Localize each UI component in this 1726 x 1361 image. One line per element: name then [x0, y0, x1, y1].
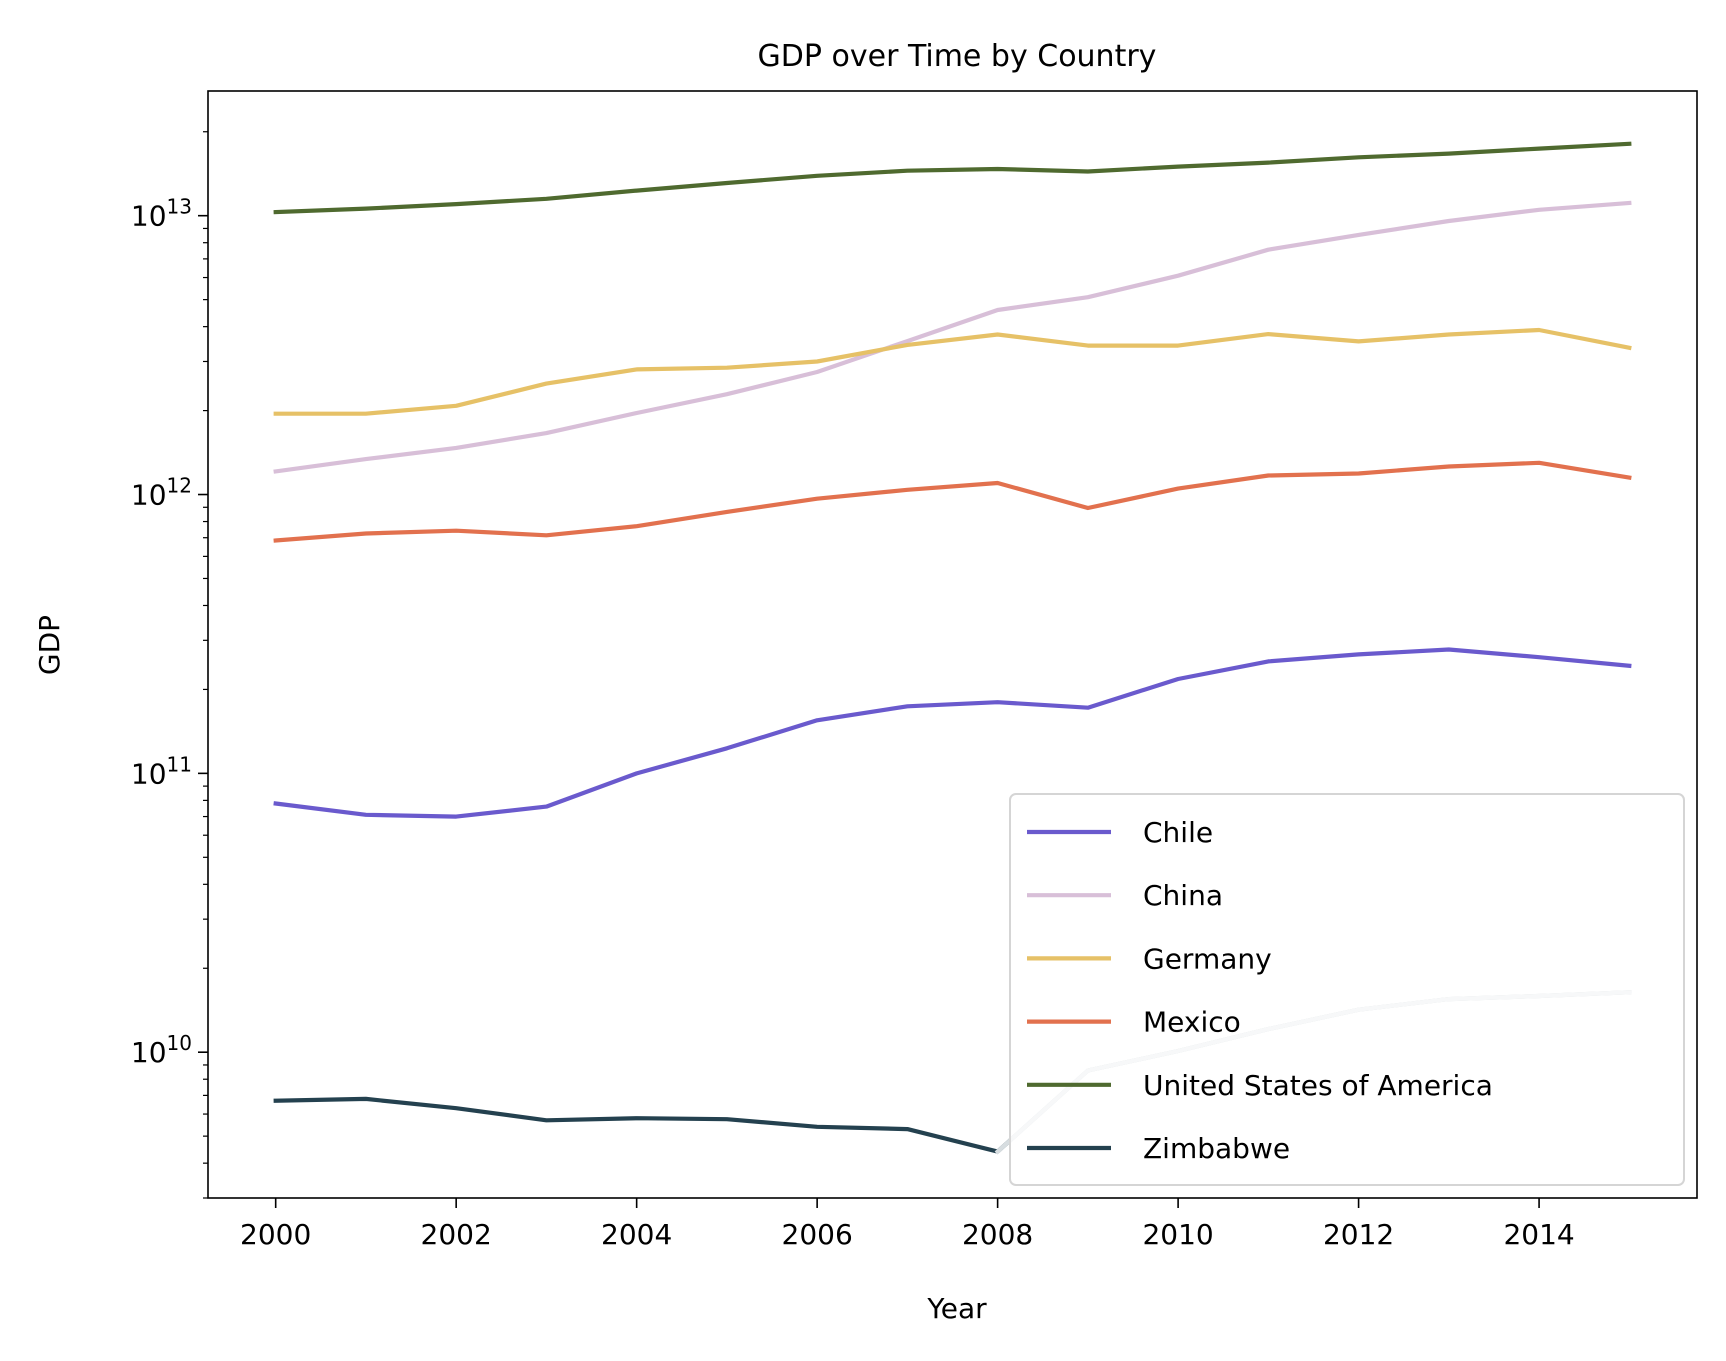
x-tick-label: 2008	[962, 1218, 1033, 1251]
legend: Chile China Germany Mexico United States of …	[1009, 793, 1685, 1186]
legend-box	[1009, 793, 1685, 1186]
x-tick-label: 2010	[1142, 1218, 1213, 1251]
y-axis-ticks: 1010 1011 1012 1013	[131, 131, 208, 1199]
legend-label: Zimbabwe	[1143, 1132, 1290, 1165]
series-line-1	[273, 200, 1632, 474]
x-tick-label: 2014	[1503, 1218, 1574, 1251]
y-axis-label: GDP	[33, 615, 66, 675]
x-tick-label: 2012	[1323, 1218, 1394, 1251]
chart-title: GDP over Time by Country	[758, 39, 1157, 74]
x-tick-label: 2006	[782, 1218, 853, 1251]
x-axis-label: Year	[926, 1292, 987, 1325]
y-tick-label: 1011	[131, 752, 192, 790]
series-line-2	[273, 327, 1632, 416]
x-tick-label: 2004	[601, 1218, 672, 1251]
legend-label: Mexico	[1143, 1006, 1241, 1039]
plot-frame	[207, 90, 1698, 1199]
legend-label: United States of America	[1143, 1069, 1493, 1102]
legend-label: Germany	[1143, 942, 1272, 975]
x-tick-label: 2000	[240, 1218, 311, 1251]
series-line-3	[273, 460, 1632, 543]
plot-lines	[273, 141, 1632, 1155]
y-tick-label: 1013	[131, 195, 192, 233]
x-tick-label: 2002	[421, 1218, 492, 1251]
y-tick-label: 1010	[131, 1031, 192, 1069]
series-line-0	[273, 647, 1632, 819]
legend-label: Chile	[1143, 816, 1213, 849]
series-line-4	[273, 141, 1632, 215]
legend-label: China	[1143, 879, 1223, 912]
x-axis-ticks: 2000 2002 2004 2006 2008 2010 2012 2014	[240, 1198, 1575, 1251]
y-tick-label: 1012	[131, 474, 192, 512]
